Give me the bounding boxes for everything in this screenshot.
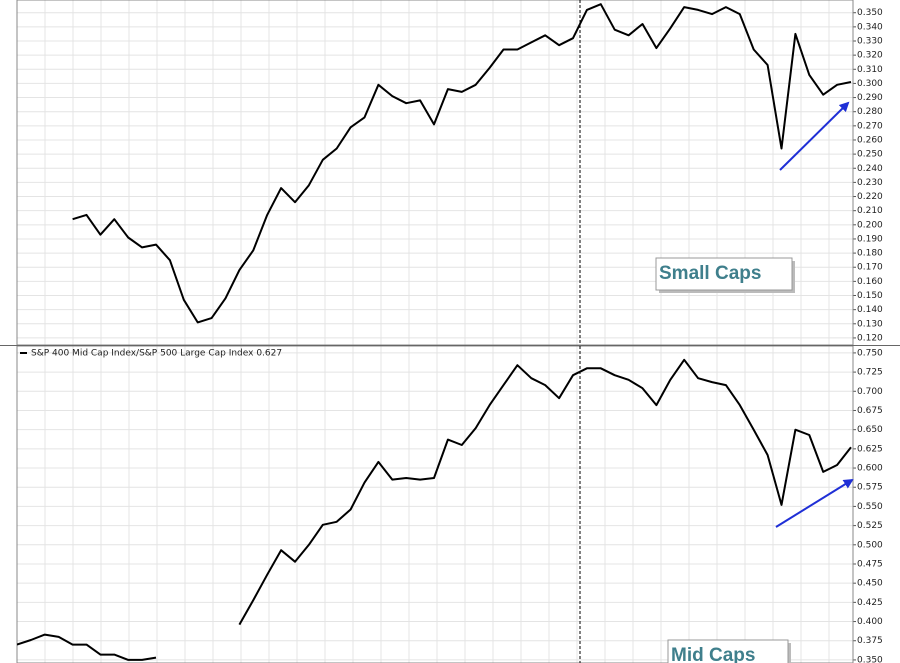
y-tick-label: 0.650 bbox=[857, 425, 883, 435]
y-tick-label: 0.250 bbox=[857, 150, 883, 160]
annotation: Small Caps bbox=[659, 263, 761, 284]
y-tick-label: 0.450 bbox=[857, 579, 883, 589]
y-tick-label: 0.625 bbox=[857, 444, 883, 454]
y-tick-label: 0.300 bbox=[857, 79, 883, 89]
plot-background bbox=[17, 0, 853, 345]
y-tick-label: 0.310 bbox=[857, 65, 883, 75]
y-tick-label: 0.425 bbox=[857, 598, 883, 608]
y-tick-label: 0.200 bbox=[857, 220, 883, 230]
plot-background bbox=[17, 346, 853, 663]
y-tick-label: 0.220 bbox=[857, 192, 883, 202]
y-tick-label: 0.150 bbox=[857, 291, 883, 301]
series-line bbox=[72, 3, 852, 324]
y-tick-label: 0.350 bbox=[857, 8, 883, 18]
y-tick-label: 0.320 bbox=[857, 51, 883, 61]
y-tick-label: 0.525 bbox=[857, 521, 883, 531]
y-tick-label: 0.190 bbox=[857, 234, 883, 244]
y-tick-label: 0.160 bbox=[857, 277, 883, 287]
y-tick-label: 0.260 bbox=[857, 135, 883, 145]
y-tick-label: 0.550 bbox=[857, 502, 883, 512]
y-tick-label: 0.675 bbox=[857, 406, 883, 416]
y-tick-label: 0.375 bbox=[857, 636, 883, 646]
y-tick-label: 0.120 bbox=[857, 333, 883, 343]
y-tick-label: 0.350 bbox=[857, 655, 883, 663]
trend-arrow bbox=[775, 478, 854, 528]
y-tick-label: 0.340 bbox=[857, 22, 883, 32]
trend-arrow bbox=[779, 101, 850, 171]
y-tick-label: 0.270 bbox=[857, 121, 883, 131]
y-tick-label: 0.210 bbox=[857, 206, 883, 216]
annotation-box bbox=[655, 257, 793, 291]
y-tick-label: 0.750 bbox=[857, 348, 883, 358]
y-tick-label: 0.280 bbox=[857, 107, 883, 117]
y-tick-label: 0.700 bbox=[857, 387, 883, 397]
y-tick-label: 0.600 bbox=[857, 464, 883, 474]
annotation-box bbox=[667, 639, 789, 663]
y-tick-label: 0.170 bbox=[857, 263, 883, 273]
y-tick-label: 0.140 bbox=[857, 305, 883, 315]
y-tick-label: 0.400 bbox=[857, 617, 883, 627]
y-tick-label: 0.130 bbox=[857, 319, 883, 329]
series-line bbox=[17, 358, 852, 661]
y-tick-label: 0.290 bbox=[857, 93, 883, 103]
y-tick-label: 0.475 bbox=[857, 559, 883, 569]
legend-label: S&P 400 Mid Cap Index/S&P 500 Large Cap … bbox=[31, 349, 282, 359]
y-tick-label: 0.725 bbox=[857, 368, 883, 378]
y-tick-label: 0.230 bbox=[857, 178, 883, 188]
y-tick-label: 0.240 bbox=[857, 164, 883, 174]
y-tick-label: 0.180 bbox=[857, 249, 883, 259]
annotation: Mid Caps bbox=[671, 645, 755, 663]
y-tick-label: 0.575 bbox=[857, 483, 883, 493]
y-tick-label: 0.500 bbox=[857, 540, 883, 550]
y-tick-label: 0.330 bbox=[857, 37, 883, 47]
